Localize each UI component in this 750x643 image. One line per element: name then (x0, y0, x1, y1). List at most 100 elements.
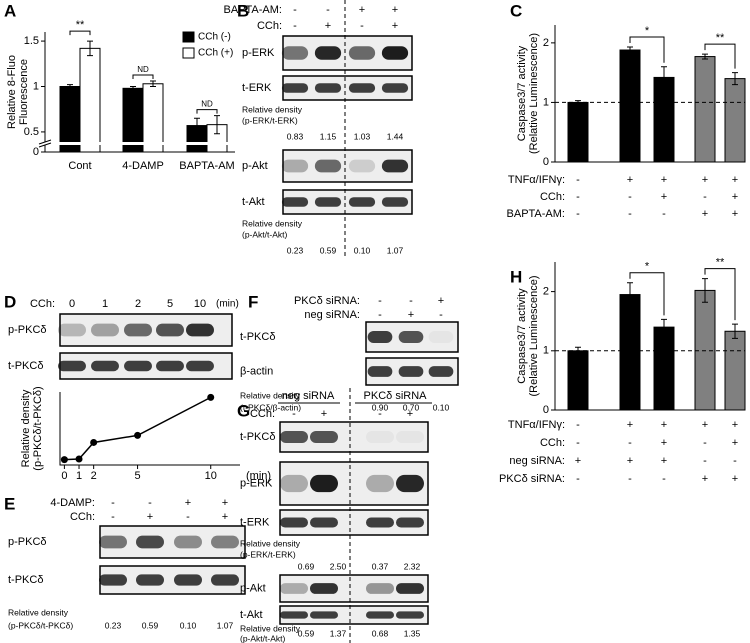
condition-label: CCh: (540, 437, 565, 449)
condition-value: - (292, 408, 296, 420)
y-tick-label: 0.5 (24, 126, 39, 138)
panel-label: E (4, 494, 15, 513)
band (280, 583, 308, 594)
y-axis-label: Fluorescence (18, 59, 30, 125)
band (396, 431, 424, 443)
condition-value: + (702, 419, 708, 431)
band (367, 366, 393, 377)
density-value: 2.32 (404, 561, 421, 571)
density-value: 0.70 (403, 402, 420, 412)
density-label: Relative density (240, 623, 301, 633)
condition-value: + (732, 208, 738, 220)
significance-label: ** (716, 256, 725, 268)
density-label: (p-ERK/t-ERK) (240, 549, 296, 559)
condition-value: + (732, 437, 738, 449)
condition-value: - (111, 511, 115, 523)
density-label: (p-ERK/t-ERK) (242, 115, 298, 125)
significance-bracket (704, 268, 736, 321)
condition-value: + (661, 455, 667, 467)
band (396, 583, 424, 594)
band (396, 474, 424, 493)
band (136, 574, 164, 586)
band (428, 331, 454, 343)
condition-label: neg siRNA: (509, 455, 565, 467)
condition-value: + (438, 295, 444, 307)
density-value: 0.68 (372, 628, 389, 638)
density-value: 1.03 (354, 131, 371, 141)
density-value: 1.07 (217, 620, 234, 630)
x-axis-label: (min) (246, 470, 271, 482)
condition-value: + (702, 174, 708, 186)
point (60, 456, 68, 464)
band (367, 331, 393, 343)
panel-label: A (4, 1, 16, 20)
band-label: t-ERK (240, 516, 270, 528)
condition-value: - (662, 208, 666, 220)
condition-value: - (148, 497, 152, 509)
error-bar (702, 53, 708, 60)
band (99, 535, 127, 549)
band (136, 535, 164, 549)
condition-value: + (359, 4, 365, 16)
bar (142, 83, 164, 153)
condition-value: + (222, 511, 228, 523)
panel-label: B (237, 1, 249, 20)
density-value: 0.69 (298, 561, 315, 571)
band (124, 323, 152, 337)
condition-value: - (576, 174, 580, 186)
band (280, 611, 308, 619)
density-value: 0.10 (180, 620, 197, 630)
condition-value: - (326, 4, 330, 16)
group-header: neg siRNA (282, 390, 335, 402)
condition-value: + (222, 497, 228, 509)
band (91, 323, 119, 337)
y-axis-label: Relative 8-Fluo (6, 55, 18, 129)
band-label: t-Akt (242, 196, 265, 208)
density-label: Relative density (242, 218, 303, 228)
error-bar (732, 323, 738, 339)
error-bar (67, 84, 73, 89)
density-value: 0.59 (320, 245, 337, 255)
significance-label: * (645, 25, 650, 37)
point (90, 438, 98, 446)
band (174, 535, 202, 549)
band (348, 83, 376, 93)
band (280, 517, 308, 528)
condition-value: + (627, 174, 633, 186)
y-axis-label: (Relative Luminescence) (528, 33, 540, 154)
condition-value: 2 (135, 298, 141, 310)
legend-swatch (182, 31, 195, 43)
significance-bracket (629, 272, 665, 316)
error-bar (214, 115, 220, 135)
band (174, 574, 202, 586)
error-bar (702, 278, 708, 303)
error-bar (661, 66, 667, 89)
y-tick-label: 1 (543, 345, 549, 357)
density-value: 0.37 (372, 561, 389, 571)
y-axis-label: (p-PKCδ/t-PKCδ) (32, 386, 44, 470)
band (348, 46, 376, 60)
density-value: 0.83 (287, 131, 304, 141)
significance-bracket (704, 43, 736, 69)
band (396, 517, 424, 528)
band-label: t-Akt (240, 609, 263, 621)
bar (724, 78, 746, 163)
condition-value: - (703, 191, 707, 203)
y-tick-label: 0 (543, 156, 549, 168)
condition-value: 1 (102, 298, 108, 310)
band (281, 83, 309, 93)
density-value: 1.15 (320, 131, 337, 141)
condition-value: + (732, 419, 738, 431)
condition-value: - (378, 295, 382, 307)
bar (567, 350, 589, 411)
condition-value: + (321, 408, 327, 420)
condition-value: 5 (167, 298, 173, 310)
condition-value: - (576, 473, 580, 485)
bar (653, 326, 675, 411)
band-label: p-ERK (240, 477, 273, 489)
band (366, 517, 394, 528)
condition-value: - (576, 191, 580, 203)
band-label: β-actin (240, 365, 273, 377)
density-value: 1.44 (387, 131, 404, 141)
density-label: Relative density (242, 104, 303, 114)
